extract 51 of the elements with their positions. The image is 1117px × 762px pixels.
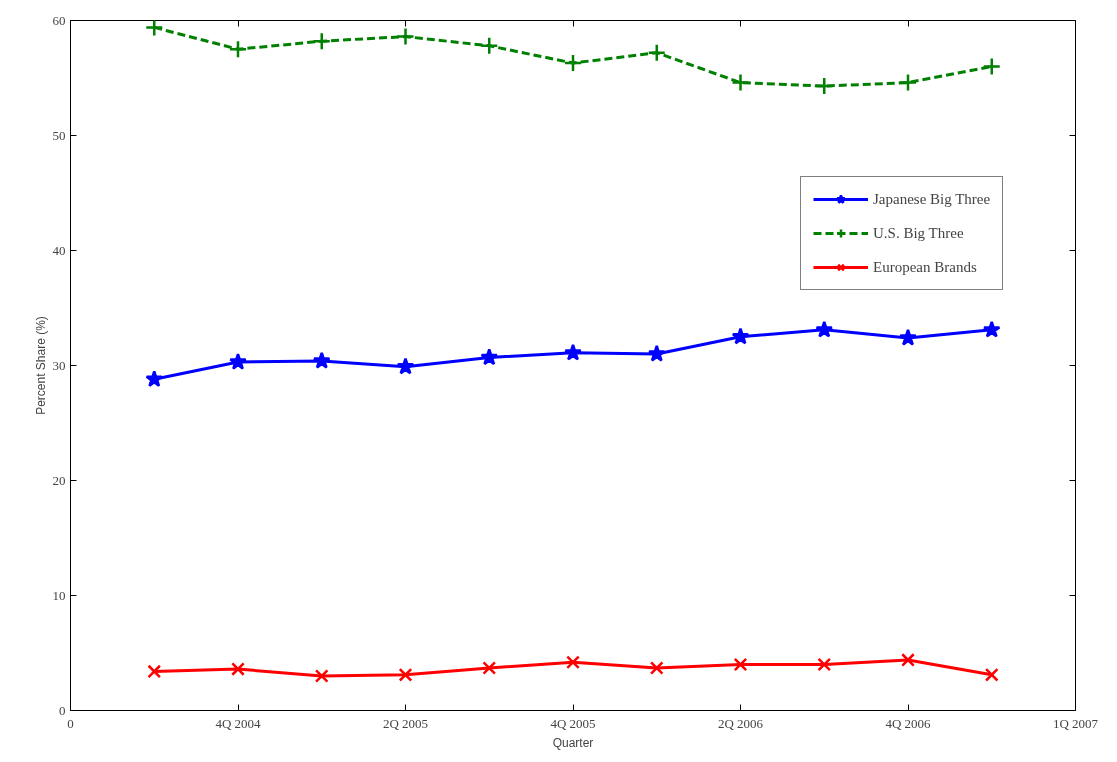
y-tick-label: 0 <box>59 702 66 718</box>
point <box>228 40 248 59</box>
point <box>566 655 580 670</box>
x-tick-label: 4Q 2006 <box>885 715 932 731</box>
point <box>312 31 331 51</box>
point <box>564 343 582 361</box>
point <box>984 667 999 682</box>
y-tick-label: 50 <box>52 127 66 143</box>
point <box>647 344 666 362</box>
point <box>312 351 331 369</box>
point <box>314 669 329 683</box>
legend-label: Japanese Big Three <box>873 190 991 208</box>
point <box>899 328 917 346</box>
point <box>731 73 750 92</box>
legend-label: U.S. Big Three <box>873 224 964 242</box>
point <box>480 348 499 366</box>
point <box>145 20 164 37</box>
point <box>733 657 748 672</box>
point <box>480 36 499 56</box>
y-tick-label: 60 <box>52 12 66 28</box>
point <box>147 664 162 679</box>
x-tick-label: 4Q 2004 <box>215 715 262 731</box>
point <box>396 27 415 46</box>
point <box>231 662 245 677</box>
point <box>731 327 750 345</box>
point <box>398 667 413 682</box>
x-tick-label: 1Q 2007 <box>1052 715 1099 731</box>
y-tick-label: 10 <box>52 587 66 603</box>
point <box>898 73 918 92</box>
point <box>396 357 415 375</box>
y-tick-label: 20 <box>52 472 66 488</box>
legend-label: European Brands <box>873 258 977 276</box>
point <box>229 352 247 370</box>
point <box>145 370 164 388</box>
point <box>815 76 834 96</box>
point <box>901 652 915 667</box>
x-tick-label: 4Q 2005 <box>550 715 596 731</box>
x-tick-label: 2Q 2005 <box>382 715 429 731</box>
y-tick-label: 40 <box>52 242 66 258</box>
y-tick-label: 30 <box>52 357 66 373</box>
point <box>482 661 497 675</box>
point <box>647 43 666 62</box>
point <box>563 53 583 73</box>
point <box>982 320 1001 338</box>
x-axis-title: Quarter <box>552 735 594 750</box>
y-axis-title: Percent Share (%) <box>33 316 48 415</box>
point <box>817 657 832 672</box>
point <box>982 57 1001 76</box>
point <box>649 661 664 675</box>
point <box>815 320 834 338</box>
x-tick-label: 2Q 2006 <box>717 715 764 731</box>
